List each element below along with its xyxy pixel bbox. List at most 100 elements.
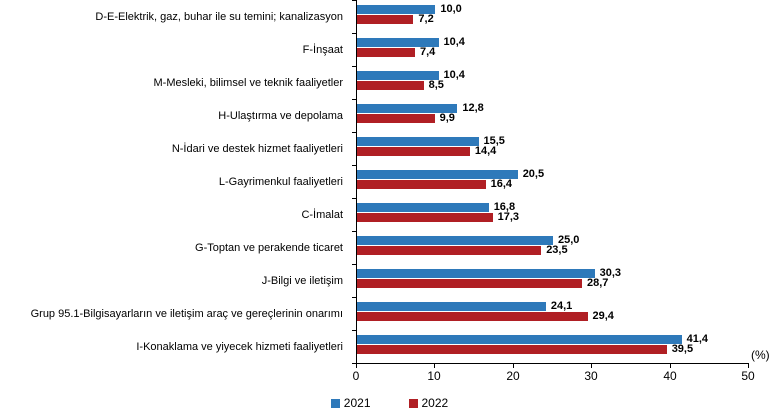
category-label: J-Bilgi ve iletişim bbox=[261, 274, 343, 287]
bar-value-label-2022: 9,9 bbox=[439, 112, 455, 124]
bar-value-label-2022: 17,3 bbox=[497, 211, 520, 223]
bar-2022 bbox=[357, 180, 486, 189]
x-axis-tick-label: 20 bbox=[506, 369, 520, 383]
bar-line-2021: 25,0 bbox=[357, 234, 779, 246]
bar-line-2021: 24,1 bbox=[357, 300, 779, 312]
legend-label-2022: 2022 bbox=[421, 396, 449, 410]
chart-row: F-İnşaat 10,4 7,4 bbox=[0, 33, 779, 66]
bar-value-label-2021: 16,8 bbox=[493, 201, 516, 213]
axis-unit-label: (%) bbox=[751, 348, 770, 362]
y-axis-tick bbox=[352, 66, 356, 67]
bar-group: 25,0 23,5 bbox=[357, 231, 779, 264]
bar-line-2021: 10,0 bbox=[357, 3, 779, 15]
bar-line-2021: 20,5 bbox=[357, 168, 779, 180]
bar-value-label-2022: 16,4 bbox=[490, 178, 513, 190]
bar-2022 bbox=[357, 114, 435, 123]
bar-value-label-2021: 20,5 bbox=[522, 168, 545, 180]
y-axis-line bbox=[356, 0, 357, 364]
chart-row: M-Mesleki, bilimsel ve teknik faaliyetle… bbox=[0, 66, 779, 99]
x-axis-tick bbox=[670, 364, 671, 368]
category-label: I-Konaklama ve yiyecek hizmeti faaliyetl… bbox=[136, 340, 343, 353]
x-axis-tick-label: 40 bbox=[663, 369, 677, 383]
bar-2021 bbox=[357, 170, 518, 179]
bar-group: 12,8 9,9 bbox=[357, 99, 779, 132]
bar-line-2021: 15,5 bbox=[357, 135, 779, 147]
bar-value-label-2022: 29,4 bbox=[592, 310, 614, 322]
bar-2022 bbox=[357, 345, 667, 354]
bar-line-2021: 12,8 bbox=[357, 103, 779, 114]
bar-2021 bbox=[357, 104, 458, 113]
bar-line-2022: 7,2 bbox=[357, 13, 779, 25]
bar-value-label-2022: 39,5 bbox=[671, 343, 694, 355]
bar-line-2022: 16,4 bbox=[357, 178, 779, 190]
category-label: C-İmalat bbox=[301, 208, 343, 221]
bar-2022 bbox=[357, 81, 424, 90]
bar-2021 bbox=[357, 302, 546, 311]
legend-item-2022: 2022 bbox=[408, 396, 449, 410]
bar-value-label-2022: 8,5 bbox=[428, 79, 444, 91]
x-axis-line bbox=[356, 363, 749, 364]
bar-group: 10,0 7,2 bbox=[357, 0, 779, 33]
y-axis-tick bbox=[352, 363, 356, 364]
bar-2022 bbox=[357, 246, 542, 255]
x-axis-tick bbox=[434, 364, 435, 368]
bar-group: 16,8 17,3 bbox=[357, 198, 779, 231]
x-axis-tick bbox=[356, 364, 357, 368]
legend-item-2021: 2021 bbox=[330, 396, 371, 410]
x-axis-tick-label: 10 bbox=[427, 369, 441, 383]
bar-line-2022: 29,4 bbox=[357, 310, 779, 322]
bar-line-2022: 7,4 bbox=[357, 47, 779, 58]
bar-value-label-2022: 7,2 bbox=[418, 13, 434, 25]
bar-value-label-2022: 14,4 bbox=[474, 145, 497, 157]
bar-value-label-2021: 10,4 bbox=[443, 69, 465, 81]
chart-row: D-E-Elektrik, gaz, buhar ile su temini; … bbox=[0, 0, 779, 33]
x-axis-tick-label: 30 bbox=[584, 369, 598, 383]
bar-2022 bbox=[357, 15, 414, 24]
chart-row: I-Konaklama ve yiyecek hizmeti faaliyetl… bbox=[0, 330, 779, 363]
category-label: F-İnşaat bbox=[302, 43, 343, 56]
bar-line-2021: 41,4 bbox=[357, 334, 779, 345]
bar-2022 bbox=[357, 312, 588, 321]
bar-group: 10,4 7,4 bbox=[357, 33, 779, 66]
legend-swatch-2021 bbox=[330, 398, 340, 408]
x-axis-tick-label: 50 bbox=[741, 369, 755, 383]
y-axis-tick bbox=[352, 0, 356, 1]
bar-2021 bbox=[357, 5, 436, 14]
bar-2021 bbox=[357, 203, 489, 212]
legend-label-2021: 2021 bbox=[343, 396, 371, 410]
y-axis-tick bbox=[352, 165, 356, 166]
bar-line-2022: 39,5 bbox=[357, 343, 779, 355]
legend-swatch-2022 bbox=[408, 398, 418, 408]
bar-value-label-2021: 10,0 bbox=[440, 3, 462, 15]
x-axis-tick-label: 0 bbox=[352, 369, 360, 383]
y-axis-tick bbox=[352, 297, 356, 298]
x-axis-tick bbox=[748, 364, 749, 368]
chart-legend: 2021 2022 bbox=[0, 396, 779, 410]
chart-row: N-İdari ve destek hizmet faaliyetleri 15,… bbox=[0, 132, 779, 165]
bar-value-label-2021: 15,5 bbox=[483, 135, 505, 147]
bar-value-label-2021: 25,0 bbox=[558, 234, 580, 246]
bar-value-label-2021: 24,1 bbox=[550, 300, 573, 312]
chart-row: H-Ulaştırma ve depolama 12,8 9,9 bbox=[0, 99, 779, 132]
x-axis-tick bbox=[591, 364, 592, 368]
x-axis-tick bbox=[513, 364, 514, 368]
bar-value-label-2021: 30,3 bbox=[599, 267, 622, 279]
category-label: Grup 95.1-Bilgisayarların ve iletişim ar… bbox=[30, 307, 343, 320]
y-axis-tick bbox=[352, 198, 356, 199]
bar-line-2021: 16,8 bbox=[357, 201, 779, 213]
bar-value-label-2022: 23,5 bbox=[546, 244, 568, 256]
bar-2022 bbox=[357, 48, 415, 57]
chart-row: J-Bilgi ve iletişim 30,3 28,7 bbox=[0, 264, 779, 297]
y-axis-tick bbox=[352, 99, 356, 100]
bar-2022 bbox=[357, 213, 493, 222]
bar-line-2022: 8,5 bbox=[357, 79, 779, 91]
bar-2021 bbox=[357, 335, 682, 344]
bar-line-2021: 10,4 bbox=[357, 37, 779, 48]
bar-group: 24,1 29,4 bbox=[357, 297, 779, 330]
category-label: G-Toptan ve perakende ticaret bbox=[195, 241, 343, 254]
chart-row: C-İmalat 16,8 17,3 bbox=[0, 198, 779, 231]
bar-2022 bbox=[357, 279, 582, 288]
y-axis-tick bbox=[352, 33, 356, 34]
bar-line-2022: 9,9 bbox=[357, 112, 779, 124]
